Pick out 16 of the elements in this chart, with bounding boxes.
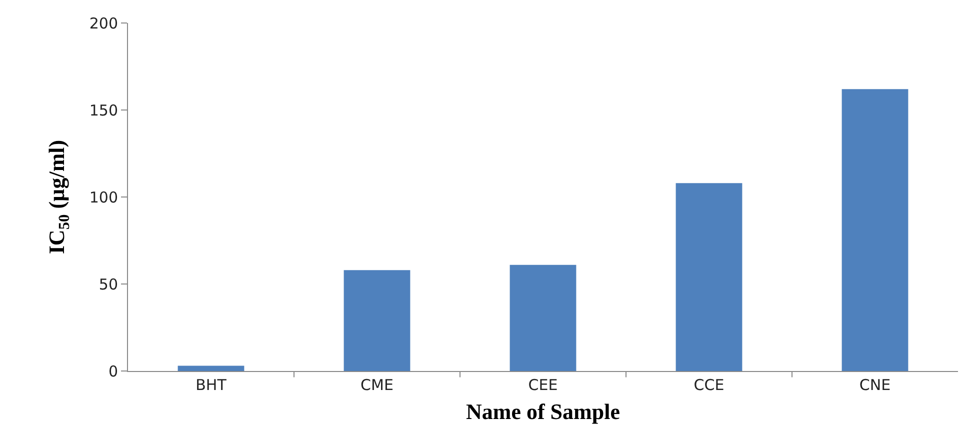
bar xyxy=(510,264,576,371)
bar xyxy=(676,183,742,371)
x-tick-label: BHT xyxy=(196,376,228,394)
bar xyxy=(842,89,908,371)
bar xyxy=(178,366,244,371)
y-tick-label: 50 xyxy=(98,275,118,294)
y-tick-label: 200 xyxy=(89,14,118,32)
bar xyxy=(344,270,410,371)
y-tick-label: 100 xyxy=(89,188,118,206)
y-tick-label: 150 xyxy=(89,101,118,120)
x-tick-label: CEE xyxy=(528,376,558,394)
x-tick-label: CNE xyxy=(859,376,891,394)
x-tick-label: CME xyxy=(360,376,394,394)
x-axis-title: Name of Sample xyxy=(466,398,620,424)
x-tick-label: CCE xyxy=(694,376,724,394)
y-tick-label: 0 xyxy=(108,362,118,380)
